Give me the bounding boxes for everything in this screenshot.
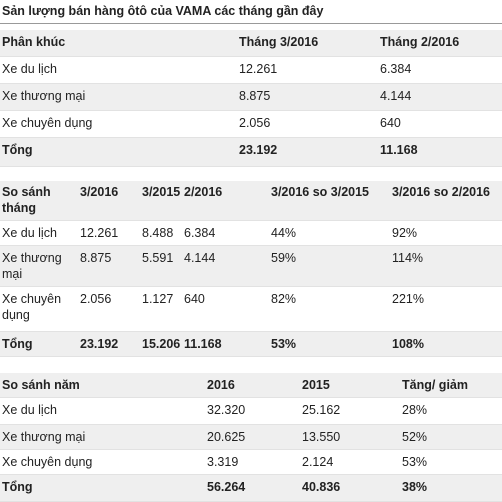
table-cell: Tổng	[2, 337, 33, 351]
table-cell: 2016	[207, 378, 235, 392]
table-row: Xe chuyên dụng 2.056 640	[0, 111, 502, 138]
table-cell: 3/2016	[80, 185, 119, 199]
table-cell: 13.550	[302, 430, 341, 444]
table-row: Xe chuyên dụng 3.319 2.124 53%	[0, 450, 502, 475]
total-row: Tổng 23.192 11.168	[0, 138, 502, 167]
table-row: Xe thương mại 8.875 5.591 4.144 59% 114%	[0, 246, 502, 287]
table-cell: 2.124	[302, 455, 334, 469]
table-cell: 6.384	[380, 62, 412, 76]
table-cell: So sánh tháng	[2, 185, 51, 215]
table-cell: Xe thương mại	[2, 430, 86, 444]
table-cell: 8.875	[80, 251, 112, 265]
table-cell: 44%	[271, 226, 297, 240]
table-cell: 108%	[392, 337, 424, 351]
table-cell: 1.127	[142, 292, 174, 306]
total-row: Tổng 56.264 40.836 38%	[0, 475, 502, 502]
table-cell: 114%	[392, 251, 424, 265]
table-cell: 2.056	[80, 292, 112, 306]
table-cell: 640	[184, 292, 205, 306]
table-cell: 28%	[402, 403, 428, 417]
table-cell: Xe thương mại	[2, 251, 62, 281]
table-row: Xe du lịch 32.320 25.162 28%	[0, 398, 502, 425]
table-cell: 4.144	[184, 251, 216, 265]
table-header: So sánh tháng 3/2016 3/2015 2/2016 3/2016 so…	[0, 181, 502, 221]
table-header: So sánh năm 2016 2015 Tăng/ giảm	[0, 373, 502, 398]
table-cell: 59%	[271, 251, 297, 265]
table: So sánh tháng 3/2016 3/2015 2/2016 3/2016 so…	[0, 181, 502, 357]
table-row: Xe thương mại 8.875 4.144	[0, 84, 502, 111]
table-row: Xe chuyên dụng 2.056 1.127 640 82% 221%	[0, 287, 502, 332]
table-cell: Xe du lịch	[2, 62, 57, 76]
table-cell: 221%	[392, 292, 424, 306]
table-cell: Tháng 2/2016	[380, 35, 460, 49]
table-cell: 2.056	[239, 116, 271, 130]
table-cell: 52%	[402, 430, 428, 444]
table-cell: Xe du lịch	[2, 226, 57, 240]
table: Phân khúc Tháng 3/2016 Tháng 2/2016 Xe du l…	[0, 30, 502, 167]
table-cell: 40.836	[302, 480, 341, 494]
table-cell: 20.625	[207, 430, 246, 444]
table-header: Phân khúc Tháng 3/2016 Tháng 2/2016	[0, 30, 502, 57]
total-row: Tổng 23.192 15.206 11.168 53% 108%	[0, 332, 502, 357]
table-cell: 12.261	[80, 226, 119, 240]
table-cell: 8.488	[142, 226, 174, 240]
table-cell: 25.162	[302, 403, 341, 417]
page-title: Sản lượng bán hàng ôtô của VAMA các thán…	[0, 0, 502, 24]
table-cell: 12.261	[239, 62, 278, 76]
table-cell: 23.192	[80, 337, 119, 351]
table-cell: Xe du lịch	[2, 403, 57, 417]
table-cell: Tổng	[2, 143, 33, 157]
table-cell: 53%	[402, 455, 428, 469]
table-cell: 92%	[392, 226, 418, 240]
table-cell: Tổng	[2, 480, 33, 494]
table-cell: 23.192	[239, 143, 278, 157]
table-cell: 5.591	[142, 251, 174, 265]
table-cell: So sánh năm	[2, 378, 80, 392]
table-cell: 640	[380, 116, 401, 130]
table-cell: Tháng 3/2016	[239, 35, 319, 49]
table-cell: 11.168	[184, 337, 222, 351]
table-cell: 2015	[302, 378, 330, 392]
table-cell: Xe chuyên dụng	[2, 292, 62, 322]
table-cell: 32.320	[207, 403, 246, 417]
table-cell: 11.168	[380, 143, 418, 157]
table: So sánh năm 2016 2015 Tăng/ giảm Xe du lịch 3…	[0, 373, 502, 502]
table-row: Xe du lịch 12.261 8.488 6.384 44% 92%	[0, 221, 502, 246]
table-cell: 8.875	[239, 89, 271, 103]
table-cell: 4.144	[380, 89, 412, 103]
table-cell: 38%	[402, 480, 428, 494]
table-cell: 3/2015	[142, 185, 181, 199]
table-cell: 3.319	[207, 455, 239, 469]
table-cell: 6.384	[184, 226, 216, 240]
table-cell: Tăng/ giảm	[402, 378, 468, 392]
table-cell: 53%	[271, 337, 297, 351]
table-cell: 82%	[271, 292, 297, 306]
table-row: Xe thương mại 20.625 13.550 52%	[0, 425, 502, 450]
table-cell: 2/2016	[184, 185, 223, 199]
table-cell: 56.264	[207, 480, 246, 494]
table-cell: Xe thương mại	[2, 89, 86, 103]
table-cell: 3/2016 so 3/2015	[271, 185, 369, 199]
table-cell: 3/2016 so 2/2016	[392, 185, 490, 199]
table-cell: Phân khúc	[2, 35, 66, 49]
table-cell: 15.206	[142, 337, 181, 351]
table-cell: Xe chuyên dụng	[2, 116, 93, 130]
table-cell: Xe chuyên dụng	[2, 455, 93, 469]
table-row: Xe du lịch 12.261 6.384	[0, 57, 502, 84]
